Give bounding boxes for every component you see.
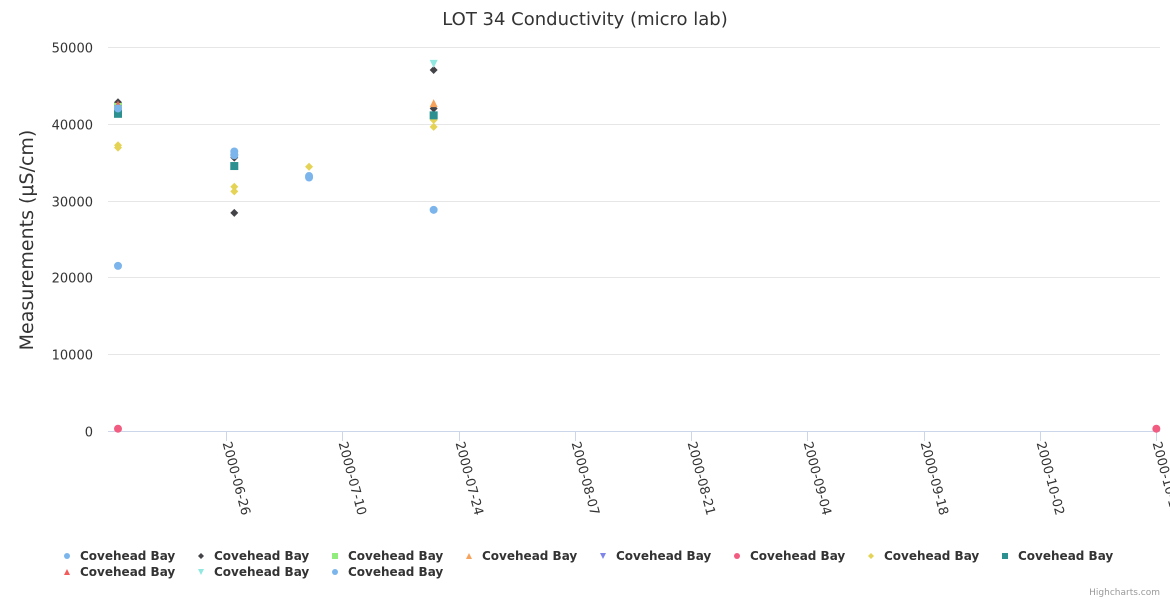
y-tick-label: 0 <box>85 426 93 441</box>
data-point-series-11[interactable] <box>305 172 314 181</box>
legend-item-3[interactable]: Covehead Bay <box>332 549 443 563</box>
data-point-series-8[interactable] <box>429 111 438 120</box>
data-point-series-7[interactable] <box>230 187 239 196</box>
legend-item-9[interactable]: Covehead Bay <box>64 565 175 579</box>
x-tick-label: 2000-06-26 <box>219 440 253 517</box>
data-point-series-7[interactable] <box>305 162 314 171</box>
legend-symbol[interactable] <box>734 553 740 559</box>
legend-item-5[interactable]: Covehead Bay <box>600 549 711 563</box>
data-point-series-7[interactable] <box>230 182 239 191</box>
legend-item-8[interactable]: Covehead Bay <box>1002 549 1113 563</box>
legend-label: Covehead Bay <box>348 549 443 563</box>
data-point-series-11[interactable] <box>230 151 239 160</box>
legend-label: Covehead Bay <box>616 549 711 563</box>
data-point-series-2[interactable] <box>230 208 239 217</box>
legend-label: Covehead Bay <box>80 565 175 579</box>
chart-title: LOT 34 Conductivity (micro lab) <box>442 9 727 30</box>
data-point-series-11[interactable] <box>114 104 122 113</box>
credits-link[interactable]: Highcharts.com <box>1089 588 1160 598</box>
legend-item-1[interactable]: Covehead Bay <box>64 549 175 563</box>
x-tick-label: 2000-08-21 <box>684 440 718 517</box>
legend-symbol[interactable] <box>868 553 874 559</box>
data-point-series-8[interactable] <box>114 109 122 118</box>
data-point-series-6[interactable] <box>114 424 122 433</box>
legend-symbol[interactable] <box>198 569 204 575</box>
x-tick-label: 2000-10-02 <box>1033 440 1067 517</box>
x-tick-label: 2000-07-10 <box>335 440 369 517</box>
x-tick-label: 2000-09-04 <box>800 440 834 517</box>
legend-label: Covehead Bay <box>750 549 845 563</box>
data-point-series-6[interactable] <box>1152 424 1161 433</box>
legend-symbol[interactable] <box>198 553 204 559</box>
data-point-series-4[interactable] <box>429 99 438 108</box>
y-axis-ticks: 0 10000 20000 30000 40000 50000 <box>52 42 93 441</box>
legend-symbol[interactable] <box>332 569 338 575</box>
y-tick-label: 50000 <box>52 42 93 57</box>
legend[interactable]: Covehead Bay Covehead Bay Covehead Bay Cove… <box>64 549 1113 579</box>
data-point-series-7[interactable] <box>429 122 438 131</box>
x-tick-label: 2000-10-16 <box>1149 440 1170 517</box>
x-tick-label: 2000-08-07 <box>568 440 602 517</box>
legend-symbol[interactable] <box>600 553 606 559</box>
y-tick-label: 10000 <box>52 349 93 364</box>
legend-label: Covehead Bay <box>884 549 979 563</box>
x-axis-ticks: 2000-06-26 2000-07-10 2000-07-24 2000-08-07… <box>219 431 1170 517</box>
legend-symbol[interactable] <box>1002 553 1008 559</box>
legend-item-11[interactable]: Covehead Bay <box>332 565 443 579</box>
legend-item-6[interactable]: Covehead Bay <box>734 549 845 563</box>
legend-label: Covehead Bay <box>482 549 577 563</box>
legend-symbol[interactable] <box>64 569 70 575</box>
data-point-series-8[interactable] <box>230 162 239 171</box>
data-point-series-10[interactable] <box>429 59 438 68</box>
legend-label: Covehead Bay <box>214 565 309 579</box>
y-tick-label: 30000 <box>52 196 93 211</box>
legend-item-4[interactable]: Covehead Bay <box>466 549 577 563</box>
legend-item-7[interactable]: Covehead Bay <box>868 549 979 563</box>
legend-symbol[interactable] <box>64 553 70 559</box>
data-point-series-1[interactable] <box>114 261 122 270</box>
x-tick-label: 2000-09-18 <box>917 440 951 517</box>
y-axis-label: Measurements (μS/cm) <box>16 130 38 351</box>
grid-lines <box>108 47 1160 355</box>
data-point-series-7[interactable] <box>114 143 122 152</box>
legend-label: Covehead Bay <box>348 565 443 579</box>
legend-symbol[interactable] <box>332 553 338 559</box>
y-tick-label: 40000 <box>52 119 93 134</box>
legend-label: Covehead Bay <box>1018 549 1113 563</box>
data-point-series-1[interactable] <box>429 205 438 214</box>
data-points <box>114 59 1161 433</box>
legend-label: Covehead Bay <box>214 549 309 563</box>
x-tick-label: 2000-07-24 <box>452 440 486 517</box>
legend-item-2[interactable]: Covehead Bay <box>198 549 309 563</box>
y-tick-label: 20000 <box>52 272 93 287</box>
legend-item-10[interactable]: Covehead Bay <box>198 565 309 579</box>
data-point-series-2[interactable] <box>429 66 438 75</box>
legend-label: Covehead Bay <box>80 549 175 563</box>
legend-symbol[interactable] <box>466 553 472 559</box>
